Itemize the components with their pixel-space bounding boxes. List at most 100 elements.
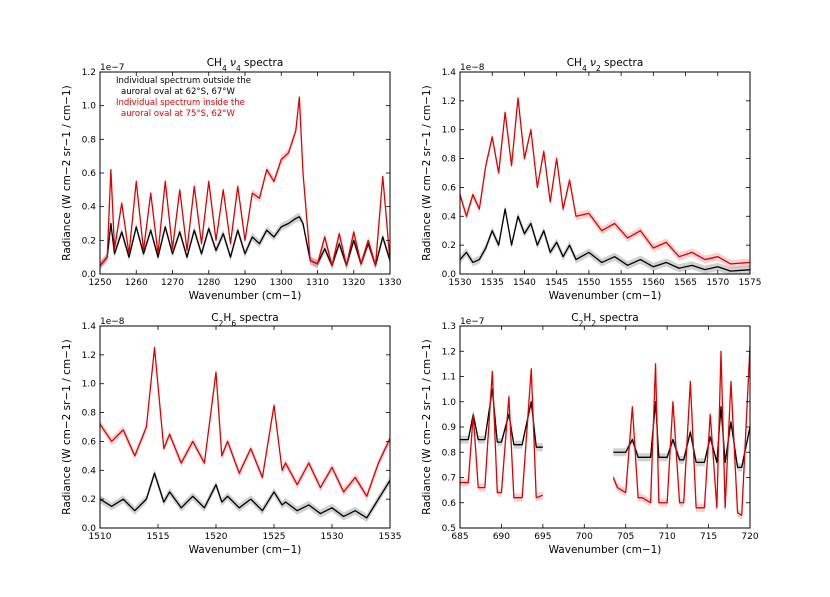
x-tick-label: 1535	[481, 278, 504, 288]
panel-title: CH4 ν2 spectra	[567, 57, 644, 73]
series-error-band	[460, 93, 750, 268]
plot-frame	[459, 325, 751, 529]
series-line-outside	[613, 401, 750, 469]
offset-text: 1e−7	[100, 63, 125, 73]
y-tick-label: 0.6	[442, 499, 457, 509]
x-tick-label: 1290	[234, 278, 257, 288]
x-tick-label: 720	[741, 532, 758, 542]
panel-title: C2H2 spectra	[571, 312, 638, 328]
x-tick-label: 1260	[125, 278, 148, 288]
y-tick-label: 1.4	[442, 68, 457, 78]
y-tick-label: 0.0	[82, 270, 97, 280]
x-tick-label: 1270	[161, 278, 184, 288]
x-tick-label: 710	[659, 532, 676, 542]
x-tick-label: 1530	[449, 278, 472, 288]
x-tick-label: 1575	[739, 278, 762, 288]
x-tick-label: 1310	[306, 278, 329, 288]
x-tick-label: 1320	[342, 278, 365, 288]
panel-ch4-v2: CH4 ν2 spectra 1530 1535 1540 1545 1550 1555 1…	[421, 57, 761, 302]
x-tick-label: 1525	[263, 532, 286, 542]
series-group	[100, 93, 390, 270]
plot-frame	[99, 325, 391, 529]
x-tick-label: 1555	[610, 278, 633, 288]
x-tick-label: 705	[617, 532, 634, 542]
x-tick-label: 715	[700, 532, 717, 542]
y-tick-label: 1.0	[442, 398, 457, 408]
y-tick-label: 0.9	[442, 423, 457, 433]
y-axis-label: Radiance (W cm−2 sr−1 / cm−1)	[421, 339, 433, 514]
y-tick-label: 0.7	[442, 474, 456, 484]
y-tick-label: 0.4	[82, 203, 97, 213]
x-tick-label: 1545	[545, 278, 568, 288]
offset-text: 1e−8	[460, 63, 485, 73]
x-tick-label: 1330	[379, 278, 402, 288]
series-line-inside	[460, 368, 544, 499]
annotation-outside: Individual spectrum outside the	[116, 76, 251, 86]
x-tick-label: 1280	[197, 278, 220, 288]
x-tick-label: 700	[576, 532, 593, 542]
y-tick-label: 0.0	[442, 270, 457, 280]
panel-ch4-v4: CH4 ν4 spectra 1250 1260 1270 1280 1290 1300 1…	[61, 57, 402, 302]
y-tick-label: 1.2	[82, 351, 96, 361]
x-tick-label: 690	[493, 532, 510, 542]
series-error-band	[100, 343, 390, 501]
panel-c2h2: C2H2 spectra 685 690 695 700 705 710 715 720 0.5…	[421, 312, 759, 556]
y-tick-label: 0.4	[442, 212, 457, 222]
annotation-outside: auroral oval at 62°S, 67°W	[121, 87, 236, 97]
y-tick-label: 0.6	[442, 183, 457, 193]
y-tick-label: 1.2	[82, 68, 96, 78]
offset-text: 1e−8	[100, 317, 125, 327]
x-tick-label: 685	[451, 532, 468, 542]
y-tick-label: 1.3	[442, 322, 456, 332]
x-tick-label: 1565	[674, 278, 697, 288]
x-axis-label: Wavenumber (cm−1)	[549, 290, 662, 302]
x-axis-label: Wavenumber (cm−1)	[189, 290, 302, 302]
panel-title: C2H6 spectra	[211, 312, 278, 328]
offset-text: 1e−7	[460, 317, 485, 327]
series-line-outside	[100, 472, 390, 519]
series-error-band	[613, 397, 750, 472]
annotation-inside: Individual spectrum inside the	[116, 98, 245, 108]
series-group	[460, 342, 750, 520]
x-tick-label: 1510	[89, 532, 112, 542]
series-line-outside	[100, 216, 390, 267]
x-tick-label: 1535	[379, 532, 402, 542]
x-tick-label: 1520	[205, 532, 228, 542]
series-error-band	[100, 212, 390, 270]
y-tick-label: 1.2	[442, 347, 456, 357]
y-axis-label: Radiance (W cm−2 sr−1 / cm−1)	[61, 85, 73, 260]
y-axis-label: Radiance (W cm−2 sr−1 / cm−1)	[61, 339, 73, 514]
x-tick-label: 1515	[147, 532, 170, 542]
y-tick-label: 0.8	[82, 409, 97, 419]
series-line-inside	[612, 346, 750, 517]
x-tick-label: 695	[534, 532, 551, 542]
y-tick-label: 1.2	[442, 97, 456, 107]
y-tick-label: 0.6	[82, 437, 97, 447]
series-group	[460, 93, 750, 274]
series-line-inside	[100, 346, 390, 497]
x-tick-label: 1530	[321, 532, 344, 542]
series-group	[100, 343, 390, 522]
y-tick-label: 0.8	[442, 155, 457, 165]
x-tick-label: 1540	[513, 278, 536, 288]
y-tick-label: 0.2	[82, 495, 96, 505]
y-tick-label: 0.5	[442, 524, 456, 534]
y-tick-label: 0.4	[82, 466, 97, 476]
y-tick-label: 1.0	[442, 126, 457, 136]
y-axis-label: Radiance (W cm−2 sr−1 / cm−1)	[421, 85, 433, 260]
annotation-inside: auroral oval at 75°S, 62°W	[121, 109, 236, 119]
panel-c2h6: C2H6 spectra 1510 1515 1520 1525 1530 1535 0.0…	[61, 312, 401, 556]
y-tick-label: 0.2	[82, 236, 96, 246]
series-line-inside	[460, 97, 750, 265]
y-tick-label: 0.8	[82, 135, 97, 145]
x-axis-label: Wavenumber (cm−1)	[189, 544, 302, 556]
y-tick-label: 0.0	[82, 524, 97, 534]
series-line-inside	[100, 96, 390, 267]
y-tick-label: 0.6	[82, 169, 97, 179]
series-error-band	[100, 469, 390, 522]
y-tick-label: 1.0	[82, 102, 97, 112]
x-tick-label: 1560	[642, 278, 665, 288]
plot-frame	[459, 71, 751, 275]
x-tick-label: 1550	[577, 278, 600, 288]
